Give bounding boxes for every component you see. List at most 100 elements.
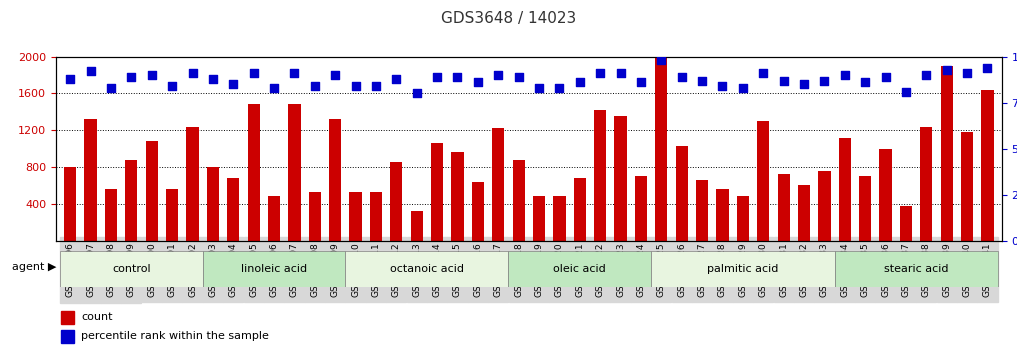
Bar — [61, 311, 74, 324]
Bar — [594, 110, 606, 241]
FancyBboxPatch shape — [651, 251, 835, 287]
Point — [592, 70, 608, 76]
Bar — [614, 115, 626, 241]
Bar — [533, 196, 545, 241]
Bar — [105, 189, 117, 241]
Text: oleic acid: oleic acid — [553, 264, 606, 274]
Point — [817, 78, 833, 84]
Bar — [267, 196, 280, 241]
Bar — [247, 104, 259, 241]
Point — [164, 83, 180, 89]
Point — [796, 81, 813, 87]
Point — [409, 91, 425, 96]
Bar — [513, 160, 525, 241]
Bar — [941, 66, 953, 241]
Point — [612, 70, 629, 76]
Bar — [206, 167, 219, 241]
FancyBboxPatch shape — [508, 251, 651, 287]
Bar — [778, 175, 790, 241]
Bar — [655, 58, 667, 241]
Text: control: control — [112, 264, 151, 274]
Point — [82, 69, 99, 74]
Bar — [859, 176, 872, 241]
Bar — [675, 146, 687, 241]
Bar — [635, 176, 647, 241]
Point — [287, 70, 303, 76]
Bar — [696, 180, 708, 241]
Point — [143, 72, 160, 78]
Bar — [61, 330, 74, 343]
Bar — [819, 171, 831, 241]
Point — [531, 85, 547, 91]
Bar — [736, 196, 749, 241]
Point — [265, 85, 282, 91]
Point — [837, 72, 853, 78]
Text: GDS3648 / 14023: GDS3648 / 14023 — [441, 11, 576, 25]
Point — [184, 70, 200, 76]
Bar — [186, 127, 198, 241]
Bar — [350, 192, 362, 241]
Bar — [84, 119, 97, 241]
Point — [714, 83, 730, 89]
Text: palmitic acid: palmitic acid — [707, 264, 779, 274]
Bar — [145, 141, 158, 241]
Point — [368, 83, 384, 89]
Point — [551, 85, 567, 91]
FancyBboxPatch shape — [60, 251, 202, 287]
Bar — [900, 206, 912, 241]
Bar — [839, 138, 851, 241]
Bar — [64, 167, 76, 241]
Point — [490, 72, 506, 78]
Bar — [553, 196, 565, 241]
Point — [470, 80, 486, 85]
FancyBboxPatch shape — [835, 251, 998, 287]
Bar — [452, 152, 464, 241]
Bar — [798, 185, 811, 241]
Point — [388, 76, 405, 81]
Point — [694, 78, 710, 84]
Bar — [574, 178, 586, 241]
Point — [450, 74, 466, 80]
Bar — [166, 189, 178, 241]
Text: octanoic acid: octanoic acid — [390, 264, 464, 274]
Text: agent ▶: agent ▶ — [12, 262, 57, 272]
Point — [673, 74, 690, 80]
Point — [204, 76, 221, 81]
Bar — [288, 104, 301, 241]
Bar — [961, 132, 973, 241]
Point — [633, 80, 649, 85]
Point — [245, 70, 261, 76]
Bar — [880, 149, 892, 241]
Bar — [492, 129, 504, 241]
Text: linoleic acid: linoleic acid — [241, 264, 307, 274]
Point — [572, 80, 588, 85]
Bar — [227, 178, 239, 241]
Point — [755, 70, 771, 76]
Bar — [391, 161, 403, 241]
Bar — [716, 189, 728, 241]
Bar — [411, 211, 423, 241]
Point — [103, 85, 119, 91]
Point — [918, 72, 935, 78]
Point — [653, 57, 669, 63]
Point — [939, 67, 955, 72]
Bar — [370, 192, 382, 241]
Bar — [330, 119, 342, 241]
Point — [123, 74, 139, 80]
Point — [959, 70, 975, 76]
FancyBboxPatch shape — [202, 251, 346, 287]
Point — [429, 74, 445, 80]
Point — [307, 83, 323, 89]
Point — [734, 85, 751, 91]
Bar — [431, 143, 443, 241]
Point — [327, 72, 344, 78]
Bar — [309, 192, 321, 241]
Point — [979, 65, 996, 70]
Bar — [981, 90, 994, 241]
Point — [511, 74, 527, 80]
Point — [857, 80, 874, 85]
Bar — [125, 160, 137, 241]
Point — [62, 76, 78, 81]
Text: count: count — [81, 312, 113, 322]
Point — [878, 74, 894, 80]
